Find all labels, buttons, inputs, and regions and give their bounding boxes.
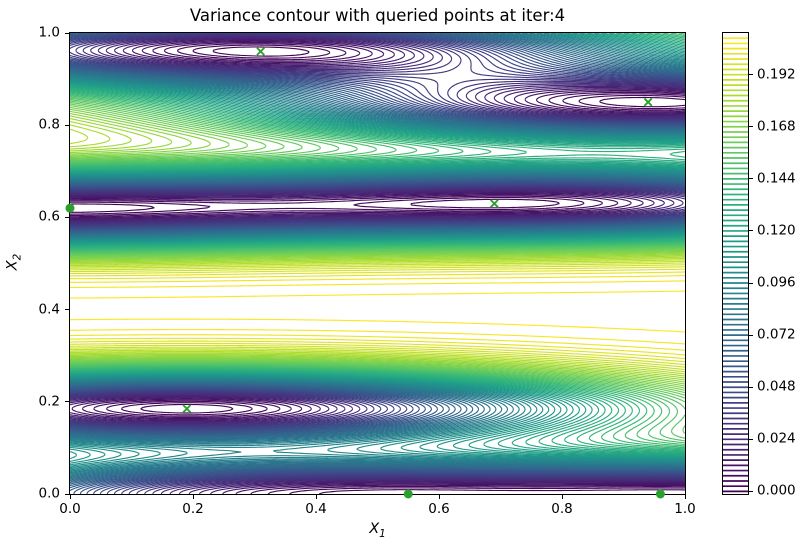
x-tick [315, 495, 317, 499]
x-tick-label: 0.0 [59, 501, 81, 517]
colorbar-tick-label: 0.000 [757, 482, 796, 499]
x-tick-label: 0.6 [428, 501, 450, 517]
colorbar-tick [749, 438, 753, 440]
x-tick [192, 495, 194, 499]
colorbar-tick-label: 0.144 [757, 170, 796, 187]
plot-area [69, 32, 686, 495]
colorbar-tick-label: 0.096 [757, 274, 796, 291]
x-axis-label-sub: 1 [379, 527, 386, 540]
x-tick-label: 1.0 [674, 501, 696, 517]
colorbar-tick-label: 0.192 [757, 66, 796, 83]
y-tick-label: 0.6 [38, 208, 60, 225]
y-tick [65, 32, 69, 34]
colorbar-tick [749, 230, 753, 232]
colorbar-tick [749, 126, 753, 128]
y-tick [65, 309, 69, 311]
x-tick-label: 0.4 [305, 501, 327, 517]
y-axis-label-sub: 2 [11, 253, 24, 261]
x-tick [438, 495, 440, 499]
colorbar-tick [749, 74, 753, 76]
colorbar-tick-label: 0.168 [757, 118, 796, 135]
colorbar-tick-label: 0.072 [757, 326, 796, 343]
colorbar-tick-label: 0.120 [757, 222, 796, 239]
colorbar-tick-label: 0.048 [757, 378, 796, 395]
y-tick-label: 1.0 [38, 24, 60, 41]
colorbar [722, 32, 749, 495]
y-tick [65, 401, 69, 403]
y-axis-label: X2 [5, 254, 24, 271]
y-tick [65, 216, 69, 218]
x-axis-label: X1 [70, 521, 685, 540]
x-tick [684, 495, 686, 499]
colorbar-tick [749, 282, 753, 284]
y-tick-label: 0.8 [38, 116, 60, 133]
colorbar-canvas [723, 33, 748, 494]
x-tick-label: 0.2 [182, 501, 204, 517]
y-tick-label: 0.4 [38, 301, 60, 318]
x-tick-label: 0.8 [551, 501, 573, 517]
colorbar-tick-label: 0.024 [757, 430, 796, 447]
y-tick [65, 493, 69, 495]
contour-canvas [70, 33, 685, 494]
x-tick [561, 495, 563, 499]
colorbar-tick [749, 490, 753, 492]
colorbar-tick [749, 386, 753, 388]
plot-title: Variance contour with queried points at … [189, 6, 566, 25]
y-tick-label: 0.0 [38, 485, 60, 502]
colorbar-tick [749, 178, 753, 180]
x-axis-label-base: X [369, 521, 380, 537]
colorbar-tick [749, 334, 753, 336]
y-axis-label-base: X [4, 260, 21, 271]
y-tick [65, 124, 69, 126]
x-tick [69, 495, 71, 499]
y-tick-label: 0.2 [38, 393, 60, 410]
